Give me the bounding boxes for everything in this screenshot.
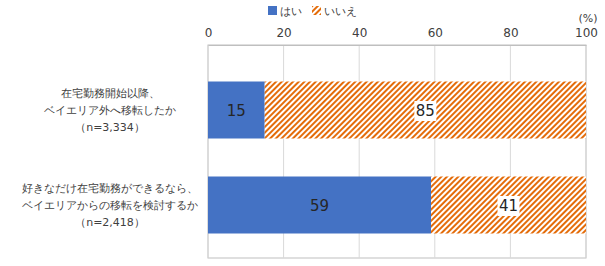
tick-label: 40 xyxy=(352,26,367,40)
legend-swatch xyxy=(312,6,321,15)
plot-frame xyxy=(208,45,586,258)
tick-label: 60 xyxy=(428,26,443,40)
category-label: ベイエリア外へ移転したか xyxy=(44,104,176,117)
axis-title: (%) xyxy=(578,12,597,25)
tick-label: 20 xyxy=(276,26,291,40)
data-label: 59 xyxy=(310,197,329,215)
tick-label: 80 xyxy=(503,26,518,40)
category-label: ベイエリアからの移転を検討するか xyxy=(22,199,198,212)
tick-label: 0 xyxy=(205,26,213,40)
tick: 20 xyxy=(276,26,291,45)
data-label: 41 xyxy=(499,197,518,215)
category-labels: 在宅勤務開始以降、ベイエリア外へ移転したか （n=3,334） 好きなだけ在宅勤務が… xyxy=(22,87,198,229)
category-label: （n=3,334） xyxy=(75,121,145,134)
category-label: （n=2,418） xyxy=(75,216,145,229)
legend-label: はい xyxy=(280,5,302,18)
legend-swatch xyxy=(268,6,277,15)
label-background xyxy=(414,101,436,121)
data-labels: 15 85 59 41 xyxy=(227,101,520,216)
tick: 0 xyxy=(205,26,213,45)
tick: 40 xyxy=(352,26,367,45)
chart: 0 20 40 60 80 100(%) はい いいえ在宅勤務開始以降、ベイエリア外へ移転した… xyxy=(0,0,605,266)
bar xyxy=(265,82,586,139)
axis-line xyxy=(209,45,587,46)
tick-label: 100 xyxy=(575,26,598,40)
legend-label: いいえ xyxy=(324,5,357,18)
bar xyxy=(208,177,431,234)
bars xyxy=(208,82,586,234)
legend: はい いいえ xyxy=(268,5,357,18)
grid xyxy=(208,45,586,258)
bar xyxy=(431,177,586,234)
category-label: 在宅勤務開始以降、 xyxy=(61,87,160,100)
data-label: 15 xyxy=(227,102,246,120)
bar xyxy=(208,82,265,139)
tick: 60 xyxy=(428,26,443,45)
tick: 80 xyxy=(503,26,518,45)
data-label: 85 xyxy=(416,102,435,120)
label-background xyxy=(498,196,520,216)
category-label: 好きなだけ在宅勤務ができるなら、 xyxy=(22,182,198,195)
x-axis: 0 20 40 60 80 100 xyxy=(205,26,598,46)
tick: 100 xyxy=(575,26,598,45)
